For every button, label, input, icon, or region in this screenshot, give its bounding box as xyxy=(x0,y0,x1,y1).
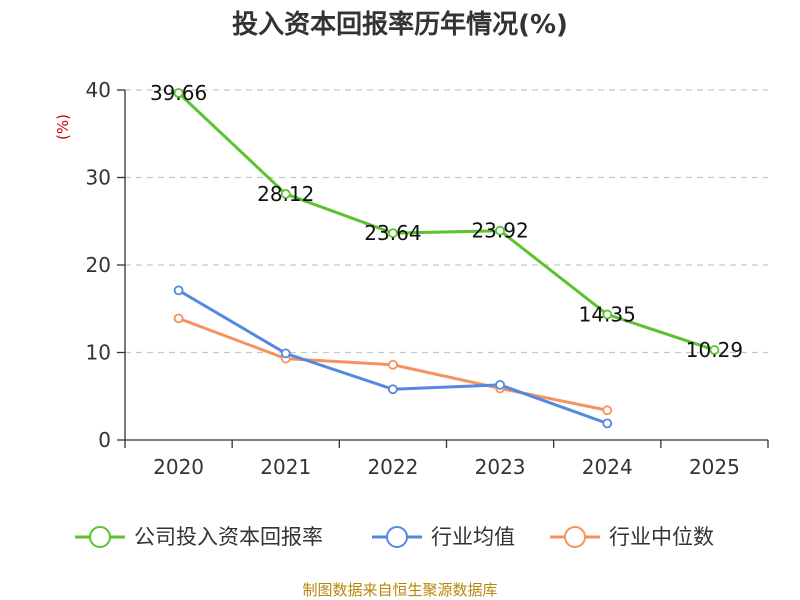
y-tick-label: 10 xyxy=(86,341,111,365)
data-point[interactable] xyxy=(173,285,184,296)
y-tick-label: 30 xyxy=(86,166,111,190)
data-point[interactable] xyxy=(173,313,184,324)
legend-marker xyxy=(89,526,111,548)
series-line xyxy=(177,289,608,425)
legend[interactable]: 公司投入资本回报率 行业均值 行业中位数 xyxy=(75,525,714,549)
data-label: 23.64 xyxy=(364,221,421,245)
legend-marker xyxy=(386,526,408,548)
data-point[interactable] xyxy=(280,348,291,359)
y-axis-unit-label: (%) xyxy=(54,114,72,140)
data-point[interactable] xyxy=(495,379,505,390)
grid-lines xyxy=(125,89,768,354)
series-line xyxy=(177,91,715,352)
data-point[interactable] xyxy=(388,384,398,395)
legend-marker xyxy=(564,526,586,548)
data-point[interactable] xyxy=(495,225,505,236)
legend-item[interactable]: 公司投入资本回报率 xyxy=(75,525,323,549)
y-tick-label: 20 xyxy=(86,253,111,277)
data-point[interactable] xyxy=(280,189,291,199)
x-tick-label: 2022 xyxy=(367,455,418,479)
legend-item[interactable]: 行业中位数 xyxy=(550,525,714,549)
data-label: 39.66 xyxy=(150,81,207,105)
y-tick-label: 0 xyxy=(98,428,111,452)
chart-title: 投入资本回报率历年情况(%) xyxy=(232,9,568,40)
data-point[interactable] xyxy=(602,405,613,416)
x-tick-label: 2024 xyxy=(582,455,633,479)
legend-label: 行业均值 xyxy=(431,525,515,549)
data-label: 14.35 xyxy=(579,302,636,326)
data-labels: 39.66 28.12 23.64 23.92 14.35 10.29 xyxy=(150,81,743,362)
data-point[interactable] xyxy=(388,228,398,239)
data-label: 28.12 xyxy=(257,182,314,206)
source-note: 制图数据来自恒生聚源数据库 xyxy=(302,581,497,599)
x-tick-label: 2020 xyxy=(153,455,204,479)
data-point[interactable] xyxy=(388,359,398,370)
legend-item[interactable]: 行业均值 xyxy=(372,525,515,549)
data-point[interactable] xyxy=(602,309,613,320)
x-tick-label: 2021 xyxy=(260,455,311,479)
data-point[interactable] xyxy=(602,418,613,429)
data-point[interactable] xyxy=(173,88,184,98)
data-label: 10.29 xyxy=(686,338,743,362)
data-point[interactable] xyxy=(709,345,720,355)
legend-label: 行业中位数 xyxy=(609,525,714,549)
series-lines xyxy=(173,88,720,429)
legend-label: 公司投入资本回报率 xyxy=(134,525,323,549)
x-tick-label: 2025 xyxy=(689,455,740,479)
x-tick-label: 2023 xyxy=(475,455,526,479)
y-tick-label: 40 xyxy=(86,78,111,102)
data-label: 23.92 xyxy=(471,219,528,243)
axes: 0 10 20 30 40 2020 2021 2022 2023 2024 2025 xyxy=(86,78,769,479)
